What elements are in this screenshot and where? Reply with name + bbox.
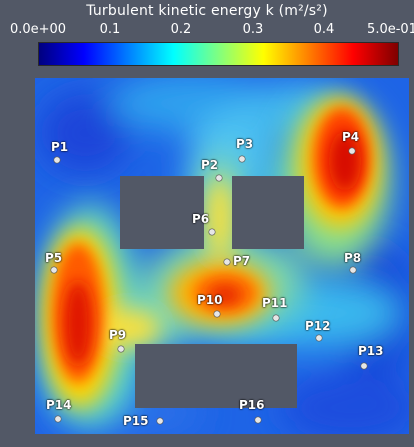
colorbar-tick-3: 0.3 xyxy=(242,22,264,37)
probe-label-p12: P12 xyxy=(305,319,331,333)
probe-marker-p5[interactable] xyxy=(50,266,58,274)
probe-marker-p2[interactable] xyxy=(215,174,223,182)
field-layer-peak xyxy=(64,131,361,365)
probe-marker-p11[interactable] xyxy=(272,314,280,322)
probe-label-p13: P13 xyxy=(358,344,384,358)
probe-marker-p13[interactable] xyxy=(360,362,368,370)
colorbar-tick-1: 0.1 xyxy=(99,22,121,37)
probe-label-p2: P2 xyxy=(201,158,219,172)
colorbar-tick-0: 0.0e+00 xyxy=(9,22,67,37)
tke-field xyxy=(35,78,409,434)
probe-marker-p3[interactable] xyxy=(238,155,246,163)
probe-label-p1: P1 xyxy=(51,140,69,154)
probe-marker-p1[interactable] xyxy=(53,156,61,164)
tke-contour-plot xyxy=(35,78,409,434)
colorbar-tick-5: 5.0e-01 xyxy=(367,22,414,37)
probe-marker-p8[interactable] xyxy=(349,266,357,274)
probe-marker-p9[interactable] xyxy=(117,345,125,353)
probe-marker-p15[interactable] xyxy=(156,417,164,425)
probe-label-p9: P9 xyxy=(109,328,127,342)
probe-label-p14: P14 xyxy=(46,398,72,412)
probe-label-p15: P15 xyxy=(123,414,149,428)
obstacle-top-left xyxy=(120,176,204,249)
colorbar-tick-4: 0.4 xyxy=(313,22,335,37)
probe-label-p5: P5 xyxy=(45,251,63,265)
colorbar-tick-2: 0.2 xyxy=(170,22,192,37)
probe-label-p6: P6 xyxy=(192,212,210,226)
obstacle-bottom xyxy=(135,344,297,408)
probe-marker-p10[interactable] xyxy=(213,310,221,318)
probe-marker-p4[interactable] xyxy=(348,147,356,155)
probe-label-p7: P7 xyxy=(233,254,251,268)
probe-label-p10: P10 xyxy=(197,293,223,307)
probe-marker-p16[interactable] xyxy=(254,416,262,424)
probe-label-p4: P4 xyxy=(342,130,360,144)
probe-label-p8: P8 xyxy=(344,251,362,265)
probe-markers xyxy=(50,147,368,425)
obstacle-top-right xyxy=(232,176,304,249)
probe-marker-p14[interactable] xyxy=(54,415,62,423)
tke-field-view[interactable]: P1 P2 P3 P4 P5 P6 P7 P8 P9 P10 P11 P12 P13 P14 P15 P16 xyxy=(30,73,412,439)
probe-marker-p7[interactable] xyxy=(223,258,231,266)
probe-label-p3: P3 xyxy=(236,137,254,151)
colorbar-title: Turbulent kinetic energy k (m²/s²) xyxy=(86,3,328,19)
probe-marker-p6[interactable] xyxy=(208,228,216,236)
colorbar xyxy=(38,42,399,66)
obstacles xyxy=(120,176,304,408)
probe-label-p16: P16 xyxy=(239,398,265,412)
probe-label-p11: P11 xyxy=(262,296,288,310)
probe-marker-p12[interactable] xyxy=(315,334,323,342)
